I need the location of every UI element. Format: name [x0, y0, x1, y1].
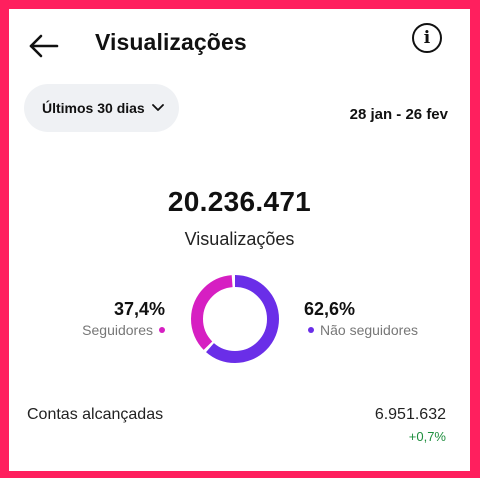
- donut-segment-non-followers: [191, 275, 279, 363]
- non-followers-percent: 62,6%: [304, 299, 356, 319]
- views-donut-chart: [190, 275, 279, 363]
- non-followers-legend: Não seguidores: [308, 322, 418, 338]
- back-button[interactable]: [27, 31, 61, 61]
- total-views-label: Visualizações: [184, 229, 295, 249]
- followers-label: Seguidores: [82, 322, 153, 338]
- accounts-reached-value: 6.951.632: [374, 406, 446, 423]
- accounts-reached-delta: +0,7%: [408, 429, 446, 444]
- page-title: Visualizações: [95, 29, 247, 55]
- followers-percent: 37,4%: [113, 299, 165, 319]
- donut-segment-followers: [190, 275, 279, 363]
- chevron-down-icon: [151, 104, 164, 111]
- followers-dot: [159, 327, 165, 333]
- date-range-dropdown-label: Últimos 30 dias: [42, 100, 145, 116]
- total-views-value: 20.236.471: [167, 186, 312, 217]
- info-icon: i: [423, 27, 431, 48]
- followers-legend: Seguidores: [82, 322, 165, 338]
- arrow-left-icon: [29, 34, 59, 58]
- info-button[interactable]: i: [412, 23, 442, 53]
- non-followers-label: Não seguidores: [320, 322, 419, 338]
- date-range-dropdown[interactable]: Últimos 30 dias: [24, 84, 179, 132]
- non-followers-dot: [308, 327, 314, 333]
- date-range-text: 28 jan - 26 fev: [349, 106, 448, 123]
- accounts-reached-label: Contas alcançadas: [27, 406, 164, 423]
- insights-panel: Visualizações i Últimos 30 dias 28 jan -…: [9, 9, 470, 471]
